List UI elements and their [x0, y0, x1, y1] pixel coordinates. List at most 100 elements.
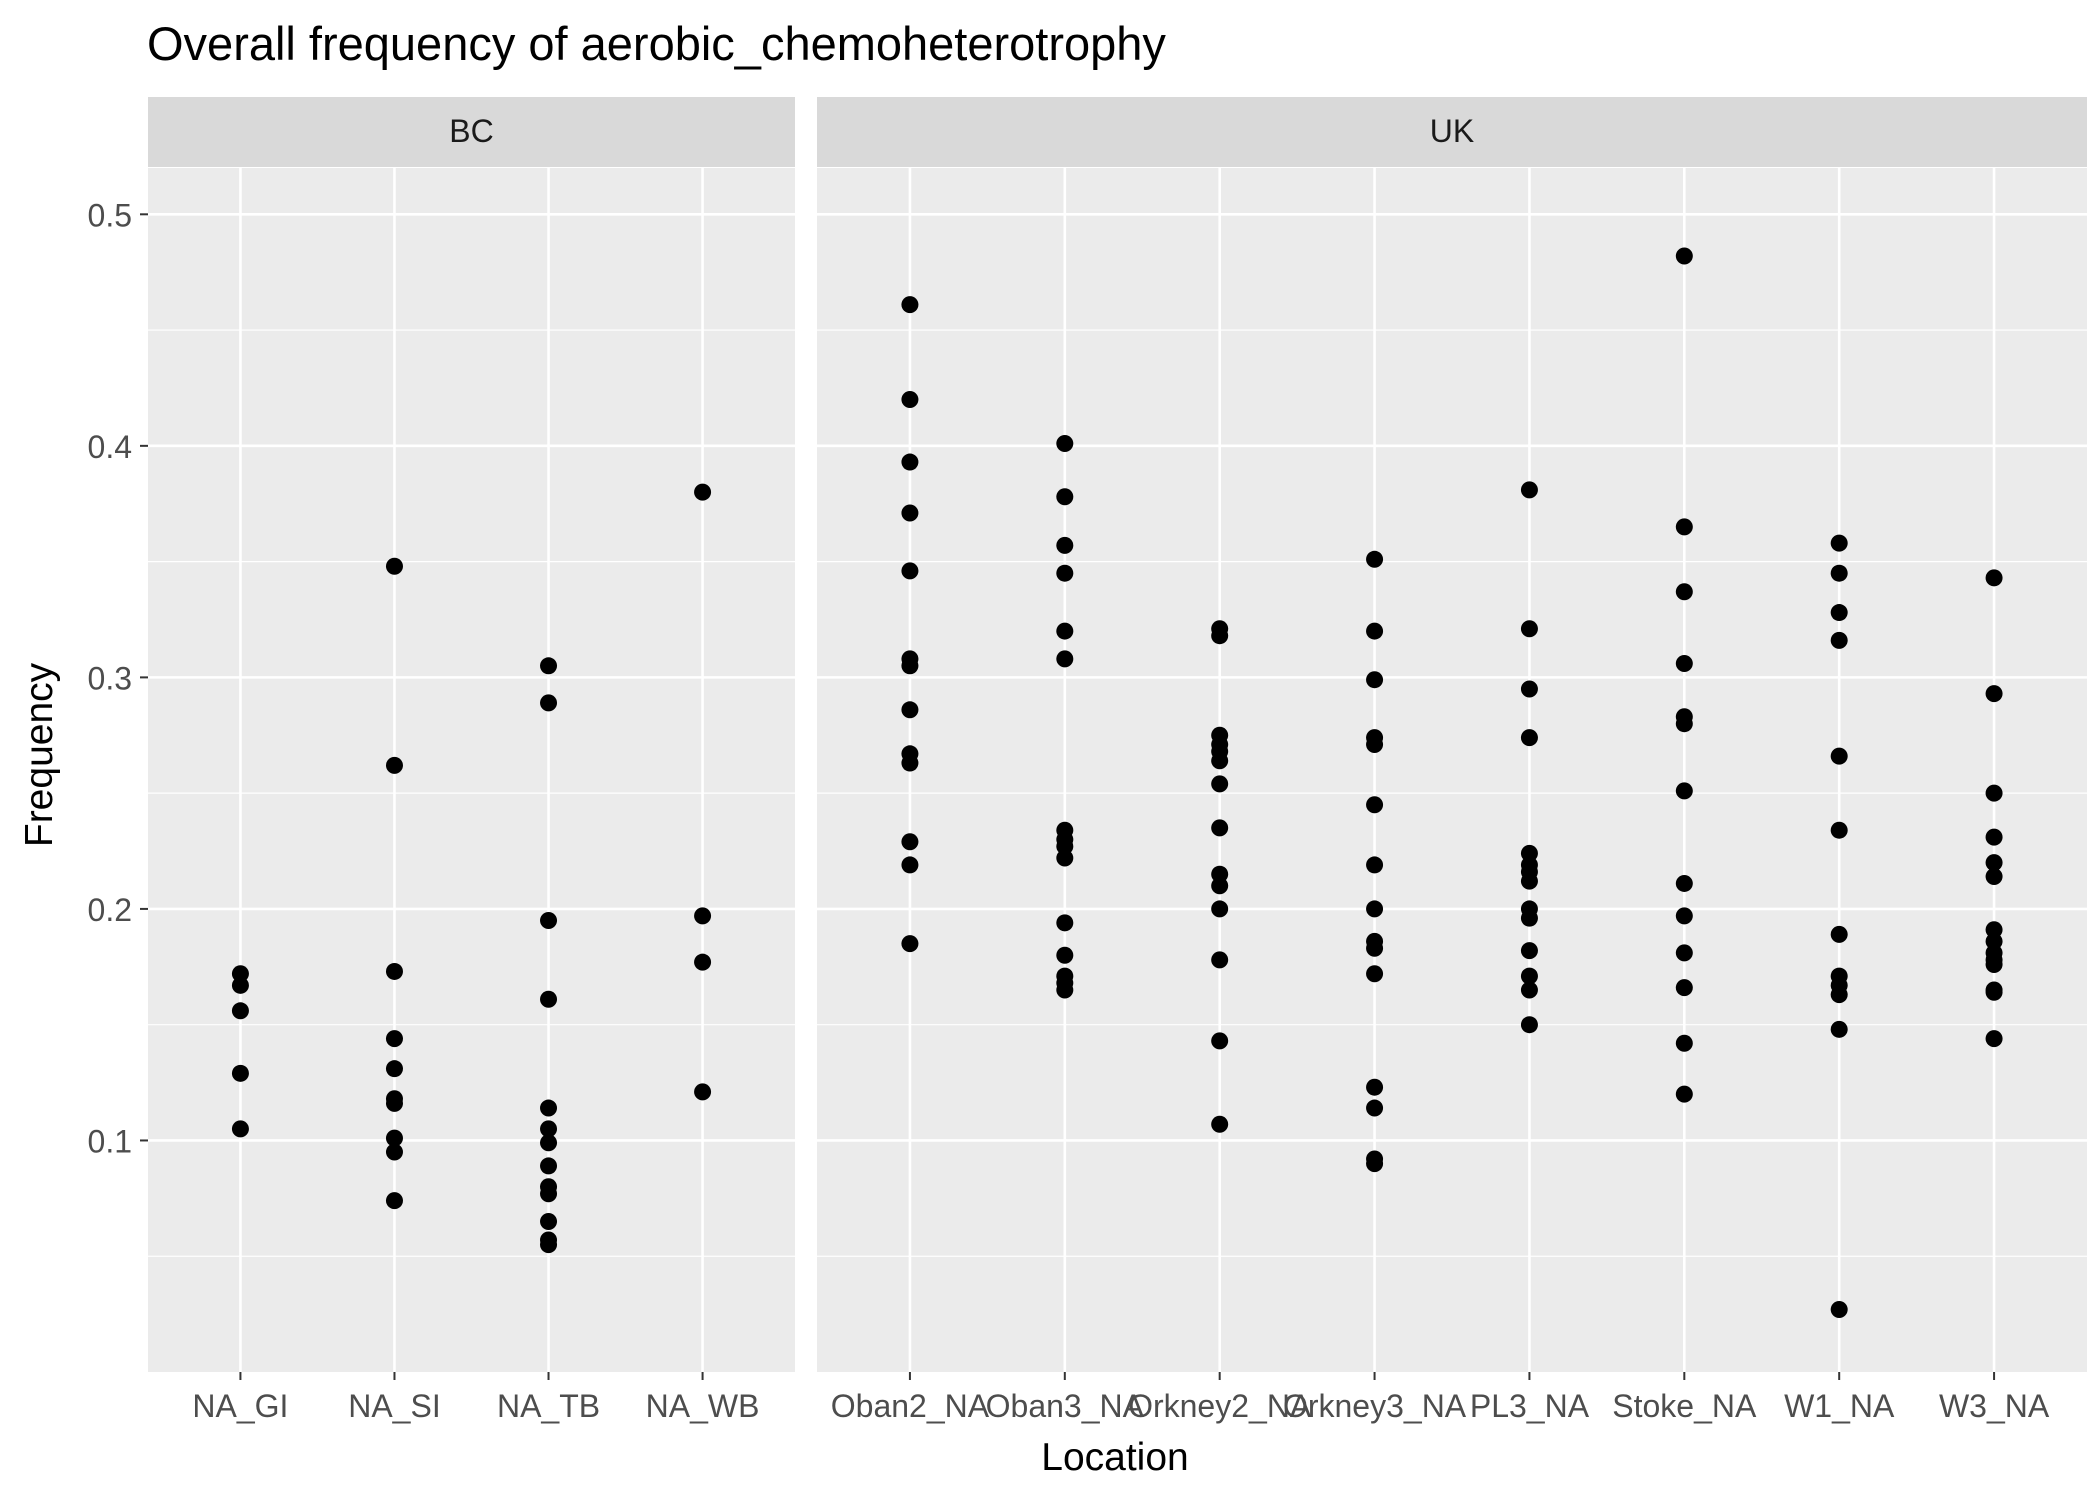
chart-title: Overall frequency of aerobic_chemohetero… — [147, 17, 1166, 70]
data-point-na-si — [385, 1060, 403, 1078]
data-point-w1-na — [1830, 986, 1848, 1004]
data-point-oban3-na — [1056, 622, 1074, 640]
data-point-orkney3-na — [1366, 736, 1384, 754]
data-point-oban3-na — [1056, 564, 1074, 582]
data-point-orkney2-na — [1211, 819, 1229, 837]
data-point-na-tb — [540, 990, 558, 1008]
data-point-orkney3-na — [1366, 939, 1384, 957]
data-point-oban3-na — [1056, 536, 1074, 554]
data-point-pl3-na — [1520, 981, 1538, 999]
data-point-stoke-na — [1675, 715, 1693, 733]
data-point-na-si — [385, 1143, 403, 1161]
x-tick-label-oban2-na: Oban2_NA — [831, 1388, 990, 1424]
data-point-oban3-na — [1056, 435, 1074, 453]
y-tick-label: 0.4 — [88, 429, 132, 465]
data-point-stoke-na — [1675, 944, 1693, 962]
facet-label-bc: BC — [449, 113, 493, 149]
data-point-stoke-na — [1675, 1034, 1693, 1052]
x-tick-label-na-tb: NA_TB — [497, 1388, 600, 1424]
x-tick-label-pl3-na: PL3_NA — [1470, 1388, 1590, 1424]
data-point-stoke-na — [1675, 518, 1693, 536]
x-tick-label-stoke-na: Stoke_NA — [1612, 1388, 1757, 1424]
data-point-orkney3-na — [1366, 856, 1384, 874]
data-point-orkney2-na — [1211, 775, 1229, 793]
data-point-na-wb — [694, 953, 712, 971]
data-point-orkney2-na — [1211, 627, 1229, 645]
x-tick-label-na-si: NA_SI — [348, 1388, 440, 1424]
x-tick-label-na-gi: NA_GI — [192, 1388, 288, 1424]
data-point-pl3-na — [1520, 872, 1538, 890]
y-tick-label: 0.5 — [88, 197, 132, 233]
x-tick-label-oban3-na: Oban3_NA — [986, 1388, 1145, 1424]
data-point-na-si — [385, 1030, 403, 1048]
data-point-w1-na — [1830, 564, 1848, 582]
data-point-oban2-na — [901, 296, 919, 314]
data-point-oban2-na — [901, 935, 919, 953]
data-point-na-si — [385, 557, 403, 575]
data-point-oban3-na — [1056, 650, 1074, 668]
data-point-orkney2-na — [1211, 951, 1229, 969]
data-point-pl3-na — [1520, 620, 1538, 638]
data-point-na-tb — [540, 1236, 558, 1254]
data-point-oban3-na — [1056, 488, 1074, 506]
data-point-na-tb — [540, 1120, 558, 1138]
plot-layer: 0.1 0.2 0.3 0.4 0.5 BC NA_GI NA_SI NA_TB NA_WB UK O… — [88, 97, 2087, 1424]
data-point-na-si — [385, 1192, 403, 1210]
data-point-w3-na — [1985, 784, 2003, 802]
data-point-na-gi — [231, 1120, 249, 1138]
data-point-orkney2-na — [1211, 752, 1229, 770]
data-point-w1-na — [1830, 534, 1848, 552]
data-point-w1-na — [1830, 1300, 1848, 1318]
data-point-oban2-na — [901, 833, 919, 851]
data-point-orkney3-na — [1366, 1099, 1384, 1117]
y-tick-label: 0.2 — [88, 892, 132, 928]
data-point-pl3-na — [1520, 729, 1538, 747]
data-point-na-si — [385, 756, 403, 774]
data-point-orkney3-na — [1366, 965, 1384, 983]
data-point-na-tb — [540, 1213, 558, 1230]
data-point-na-wb — [694, 907, 712, 925]
data-point-w1-na — [1830, 925, 1848, 943]
data-point-na-gi — [231, 976, 249, 994]
data-point-na-tb — [540, 912, 558, 929]
data-point-na-si — [385, 962, 403, 980]
data-point-na-tb — [540, 1157, 558, 1175]
data-point-oban3-na — [1056, 849, 1074, 867]
data-point-w3-na — [1985, 983, 2003, 1001]
data-point-pl3-na — [1520, 967, 1538, 985]
data-point-orkney3-na — [1366, 550, 1384, 568]
data-point-stoke-na — [1675, 874, 1693, 892]
data-point-stoke-na — [1675, 1085, 1693, 1103]
x-tick-label-w3-na: W3_NA — [1939, 1388, 2050, 1424]
data-point-orkney3-na — [1366, 900, 1384, 918]
data-point-na-tb — [540, 1134, 558, 1152]
data-point-w1-na — [1830, 631, 1848, 649]
y-tick-label: 0.1 — [88, 1123, 132, 1159]
facet-strip-uk — [817, 97, 2087, 167]
data-point-oban2-na — [901, 391, 919, 409]
data-point-na-tb — [540, 657, 558, 675]
x-tick-label-w1-na: W1_NA — [1784, 1388, 1895, 1424]
data-point-na-gi — [231, 1064, 249, 1082]
facet-strip-bc — [148, 97, 795, 167]
data-point-w1-na — [1830, 821, 1848, 839]
x-tick-label-orkney2-na: Orkney2_NA — [1128, 1388, 1312, 1424]
data-point-stoke-na — [1675, 583, 1693, 601]
y-axis-title: Frequency — [18, 662, 61, 847]
x-axis-title: Location — [1041, 1436, 1188, 1479]
panel-bc — [148, 168, 795, 1372]
data-point-oban2-na — [901, 856, 919, 874]
data-point-orkney3-na — [1366, 1078, 1384, 1096]
data-point-w3-na — [1985, 1030, 2003, 1048]
x-tick-label-na-wb: NA_WB — [646, 1388, 760, 1424]
data-point-orkney2-na — [1211, 877, 1229, 895]
data-point-na-si — [385, 1094, 403, 1112]
data-point-na-wb — [694, 483, 712, 501]
data-point-na-wb — [694, 1083, 712, 1101]
panel-uk — [817, 168, 2087, 1372]
data-point-stoke-na — [1675, 907, 1693, 925]
data-point-w3-na — [1985, 828, 2003, 846]
data-point-pl3-na — [1520, 942, 1538, 960]
data-point-na-gi — [231, 1002, 249, 1020]
